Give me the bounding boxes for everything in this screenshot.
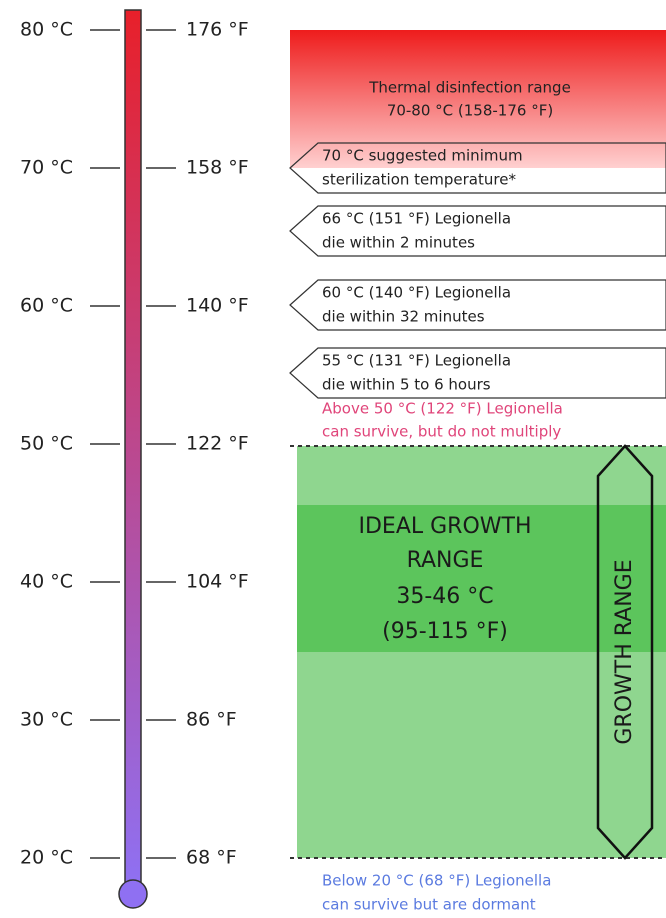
below-note: Below 20 °C (68 °F) Legionella: [322, 872, 551, 890]
celsius-label: 60 °C: [20, 295, 73, 317]
callout-text: 55 °C (131 °F) Legionella: [322, 352, 511, 370]
callout-text: 66 °C (151 °F) Legionella: [322, 210, 511, 228]
callout: [289, 347, 666, 399]
disinfection-text: Thermal disinfection range: [368, 79, 571, 97]
callout-text: die within 5 to 6 hours: [322, 376, 491, 394]
ideal-text: (95-115 °F): [382, 619, 508, 644]
callout-text: 70 °C suggested minimum: [322, 147, 523, 165]
fahrenheit-label: 104 °F: [186, 571, 249, 593]
callout: [289, 205, 666, 257]
ideal-zone: [297, 505, 666, 652]
fahrenheit-label: 158 °F: [186, 157, 249, 179]
callout-text: 60 °C (140 °F) Legionella: [322, 284, 511, 302]
disinfection-text: 70-80 °C (158-176 °F): [387, 102, 553, 120]
thermometer-bulb: [118, 879, 148, 909]
callout: [289, 279, 666, 331]
fahrenheit-label: 122 °F: [186, 433, 249, 455]
ideal-text: 35-46 °C: [396, 584, 493, 609]
fahrenheit-label: 140 °F: [186, 295, 249, 317]
disinfection-zone: [290, 30, 666, 168]
fahrenheit-label: 86 °F: [186, 709, 237, 731]
callout-text: die within 2 minutes: [322, 234, 475, 252]
thermometer-tube: [124, 9, 142, 883]
callout-text: die within 32 minutes: [322, 308, 485, 326]
celsius-label: 50 °C: [20, 433, 73, 455]
below-note: can survive but are dormant: [322, 896, 536, 914]
growth-range-arrow: [596, 444, 654, 860]
fahrenheit-label: 176 °F: [186, 19, 249, 41]
celsius-label: 70 °C: [20, 157, 73, 179]
above-note: Above 50 °C (122 °F) Legionella: [322, 400, 563, 418]
callout-fill: [304, 168, 665, 192]
celsius-label: 30 °C: [20, 709, 73, 731]
callout: [289, 142, 666, 194]
callout-text: sterilization temperature*: [322, 171, 516, 189]
ideal-text: RANGE: [407, 548, 484, 573]
fahrenheit-label: 68 °F: [186, 847, 237, 869]
celsius-label: 40 °C: [20, 571, 73, 593]
celsius-label: 80 °C: [20, 19, 73, 41]
ideal-text: IDEAL GROWTH: [358, 514, 531, 539]
above-note: can survive, but do not multiply: [322, 423, 561, 441]
celsius-label: 20 °C: [20, 847, 73, 869]
growth-range-text: GROWTH RANGE: [612, 559, 637, 744]
